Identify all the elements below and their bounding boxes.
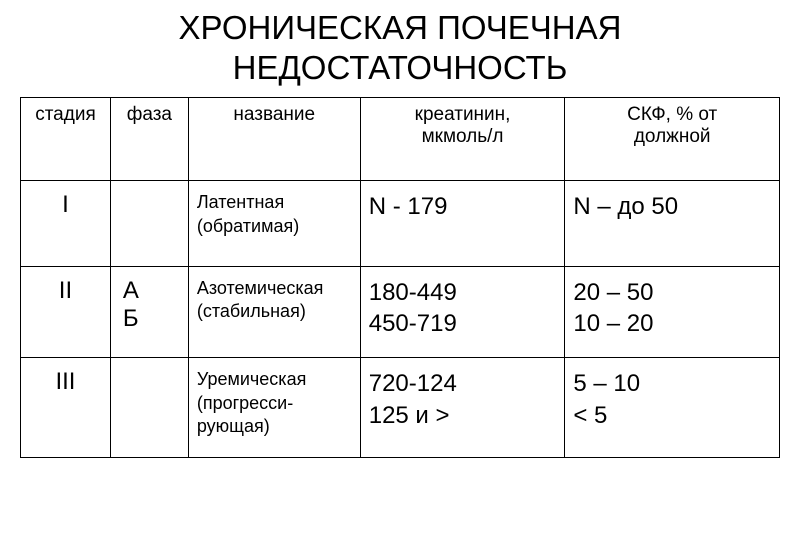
title-line-1: ХРОНИЧЕСКАЯ ПОЧЕЧНАЯ	[179, 9, 622, 46]
cell-name: Уремическая (прогресси- рующая)	[188, 358, 360, 457]
title-line-2: НЕДОСТАТОЧНОСТЬ	[233, 49, 568, 86]
cell-creatinine: N - 179	[360, 181, 565, 267]
cell-phase: А Б	[110, 266, 188, 357]
cell-phase	[110, 358, 188, 457]
page-title: ХРОНИЧЕСКАЯ ПОЧЕЧНАЯ НЕДОСТАТОЧНОСТЬ	[179, 8, 622, 87]
stages-table: стадия фаза название креатинин, мкмоль/л…	[20, 97, 780, 457]
table-row: II А Б Азотемическая (стабильная) 180-44…	[21, 266, 780, 357]
cell-phase	[110, 181, 188, 267]
cell-name: Латентная (обратимая)	[188, 181, 360, 267]
header-name: название	[188, 98, 360, 181]
cell-stage: III	[21, 358, 111, 457]
table-row: I Латентная (обратимая) N - 179 N – до 5…	[21, 181, 780, 267]
cell-gfr: 5 – 10 < 5	[565, 358, 780, 457]
cell-creatinine: 180-449 450-719	[360, 266, 565, 357]
cell-creatinine: 720-124 125 и >	[360, 358, 565, 457]
cell-gfr: 20 – 50 10 – 20	[565, 266, 780, 357]
cell-stage: I	[21, 181, 111, 267]
header-creatinine: креатинин, мкмоль/л	[360, 98, 565, 181]
header-phase: фаза	[110, 98, 188, 181]
table-header-row: стадия фаза название креатинин, мкмоль/л…	[21, 98, 780, 181]
cell-name: Азотемическая (стабильная)	[188, 266, 360, 357]
header-stage: стадия	[21, 98, 111, 181]
cell-stage: II	[21, 266, 111, 357]
header-gfr: СКФ, % от должной	[565, 98, 780, 181]
cell-gfr: N – до 50	[565, 181, 780, 267]
table-row: III Уремическая (прогресси- рующая) 720-…	[21, 358, 780, 457]
